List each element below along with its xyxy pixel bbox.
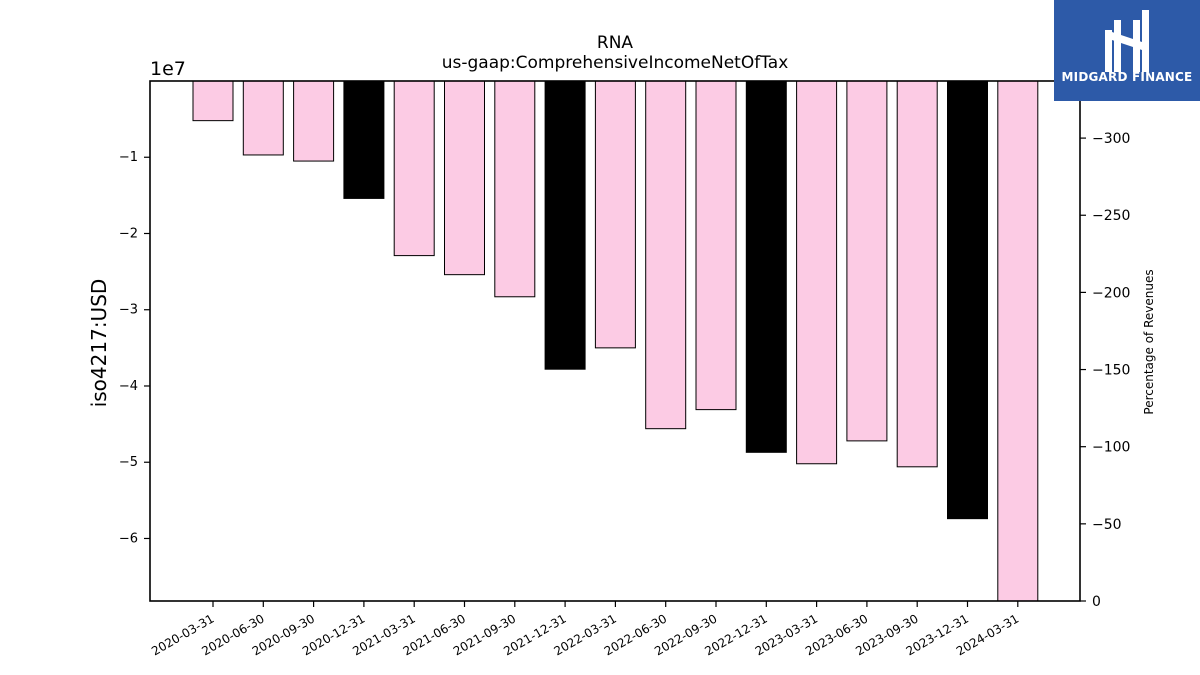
bar-2022-12-31 [745,80,787,453]
y-tick-label: −1 [119,150,138,165]
bar-2022-09-30 [695,80,737,411]
y2-tick-label: −250 [1092,208,1130,224]
midgard-finance-logo: MIDGARD FINANCE [1054,0,1200,101]
chart-title: RNA [597,33,634,53]
bar-2022-06-30 [645,80,687,430]
bar-2023-06-30 [846,80,888,442]
y2-ticks-group: −300 −250 −200 −150 −100 −50 0 [1080,131,1130,610]
bars-group [192,80,1039,602]
bar-2020-09-30 [293,80,335,162]
y2-tick-label: −200 [1092,285,1130,301]
y-tick-label: −6 [119,531,138,546]
bar-2020-03-31 [192,80,234,122]
logo-mark-icon [1105,10,1149,72]
bar-2023-03-31 [796,80,838,465]
bar-2021-09-30 [494,80,536,298]
bar-2020-12-31 [343,80,385,199]
y-axis-label: iso4217:USD [87,279,111,408]
y2-tick-label: 0 [1092,594,1101,610]
y2-tick-label: −50 [1092,517,1122,533]
bar-2021-06-30 [444,80,485,276]
bar-2020-06-30 [242,80,284,156]
x-ticks-group: 2020-03-312020-06-302020-09-302020-12-31… [149,601,1021,658]
y-offset-label: 1e7 [150,58,186,80]
bar-2023-09-30 [896,80,938,468]
bar-2021-12-31 [544,80,586,370]
y-tick-label: −5 [119,455,138,470]
y-tick-label: −4 [119,379,138,394]
y-tick-label: −3 [119,303,138,318]
bar-2024-03-31 [997,80,1039,602]
chart-subtitle: us-gaap:ComprehensiveIncomeNetOfTax [442,53,789,73]
y-tick-label: −2 [119,226,138,241]
y2-tick-label: −100 [1092,440,1130,456]
y2-tick-label: −150 [1092,363,1130,379]
bar-2022-03-31 [594,80,636,349]
y-ticks-group: −1 −2 −3 −4 −5 −6 [119,150,150,546]
y2-tick-label: −300 [1092,131,1130,147]
plot-frame [149,80,1081,602]
bar-2023-12-31 [947,80,988,520]
bar-2021-03-31 [393,80,435,257]
y2-axis-label: Percentage of Revenues [1142,269,1156,414]
logo-text: MIDGARD FINANCE [1061,70,1193,84]
